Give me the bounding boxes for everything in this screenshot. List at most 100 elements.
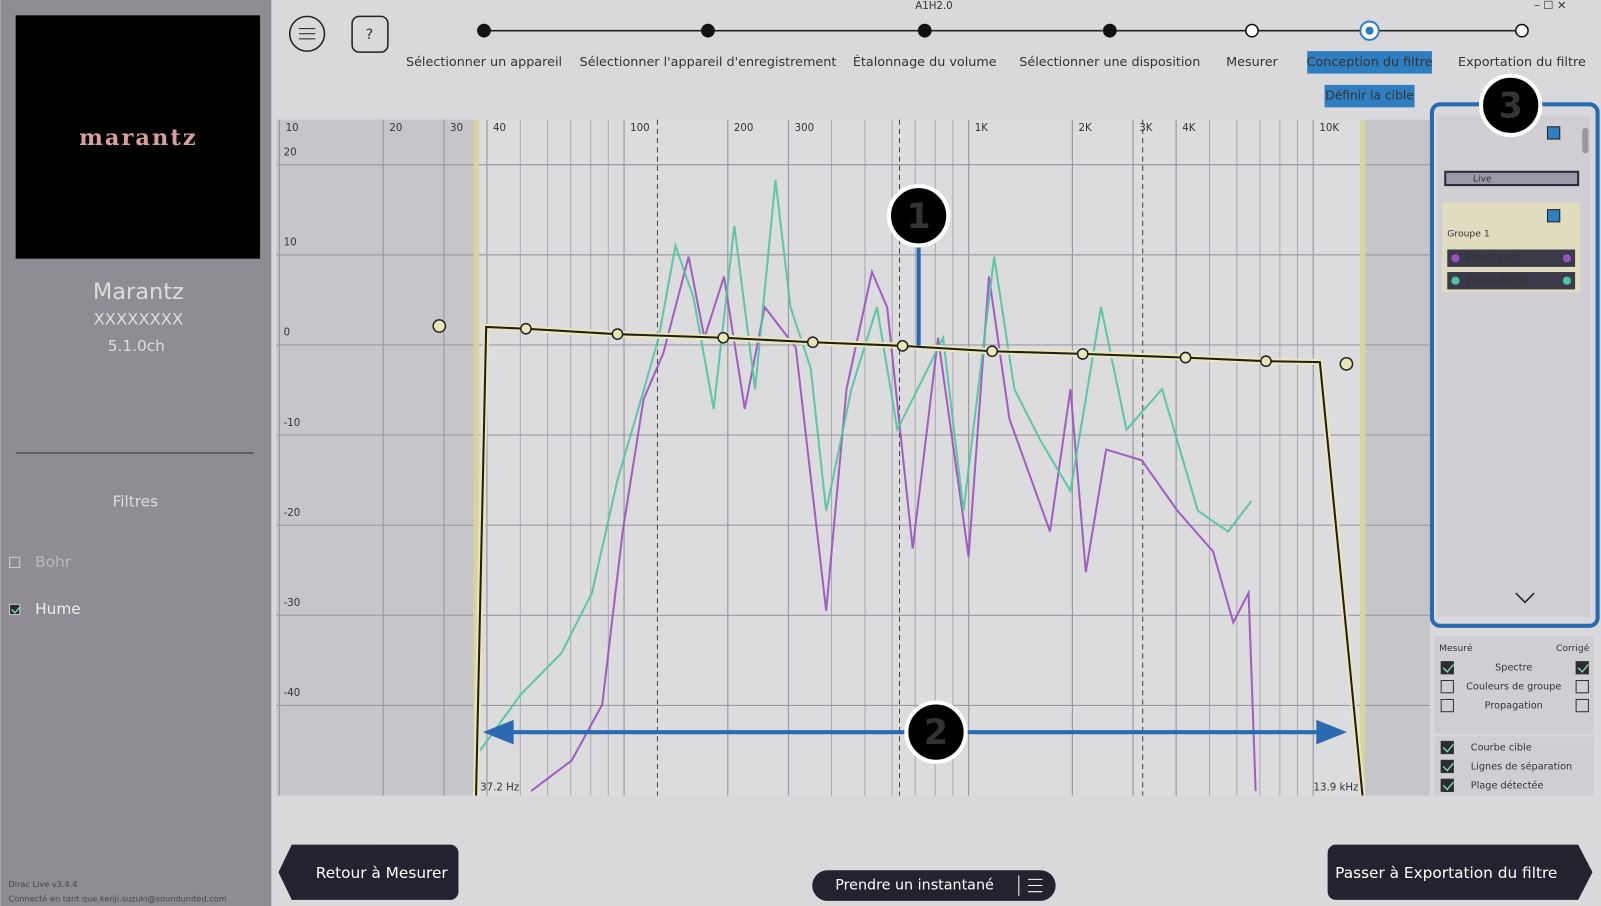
step-node-core — [1365, 26, 1374, 35]
step-node[interactable] — [1515, 23, 1529, 38]
checkbox[interactable] — [1440, 759, 1454, 774]
display-label: Courbe cible — [1471, 743, 1532, 754]
control-point[interactable] — [986, 345, 999, 358]
x-tick-label: 30 — [450, 123, 463, 134]
y-tick-label: 20 — [284, 147, 297, 158]
checkbox[interactable] — [1575, 680, 1589, 694]
y-tick-label: 0 — [284, 328, 291, 339]
checkbox[interactable] — [9, 603, 21, 616]
channel-dot — [1451, 254, 1460, 263]
step-node[interactable] — [1245, 23, 1259, 38]
device-serial: XXXXXXXX — [94, 310, 184, 329]
checkbox[interactable] — [1575, 661, 1589, 675]
live-label: Live — [1473, 173, 1492, 184]
callout-badge — [886, 184, 951, 248]
control-point[interactable] — [896, 339, 909, 352]
subtab[interactable] — [1324, 84, 1415, 108]
step-label[interactable]: Sélectionner une disposition — [1019, 55, 1200, 70]
control-point[interactable] — [806, 336, 819, 349]
x-tick-label: 4K — [1182, 123, 1196, 134]
control-point[interactable] — [1076, 348, 1089, 360]
window-controls[interactable]: – ☐ ✕ — [1534, 0, 1566, 12]
check-mark — [11, 606, 21, 614]
checkbox[interactable] — [1440, 778, 1454, 792]
checkbox[interactable] — [1575, 698, 1589, 713]
group-icon[interactable] — [1546, 209, 1561, 223]
filters-title: Filtres — [113, 493, 159, 511]
channel-label: Front Left — [1467, 252, 1521, 265]
channel-dot — [1562, 254, 1572, 263]
step-node[interactable] — [701, 23, 715, 38]
checkbox[interactable] — [9, 556, 21, 569]
step-label[interactable]: Sélectionner l'appareil d'enregistrement — [580, 55, 837, 70]
snapshot-list-icon[interactable] — [1018, 875, 1043, 896]
back-button[interactable] — [278, 844, 459, 900]
help-icon: ? — [366, 27, 374, 43]
expand-chevron[interactable] — [1515, 592, 1535, 604]
step-label[interactable]: Exportation du filtre — [1458, 55, 1586, 70]
out-of-range — [276, 119, 477, 796]
channel-row[interactable] — [1447, 272, 1576, 290]
channel-row[interactable] — [1447, 249, 1576, 267]
option-label: Propagation — [1485, 701, 1543, 712]
corrected-header: Corrigé — [1556, 643, 1590, 654]
measured-curve — [479, 179, 1253, 752]
options-box — [1433, 636, 1594, 735]
arrow-head — [482, 719, 514, 745]
y-tick-label: -10 — [284, 418, 301, 429]
snapshot-label: Prendre un instantané — [835, 878, 994, 894]
x-tick-label: 300 — [795, 123, 815, 134]
version: Dirac Live v3.4.4 — [9, 879, 78, 889]
y-tick-label: -40 — [284, 688, 301, 699]
display-label: Plage détectée — [1471, 779, 1544, 791]
step-label[interactable]: Sélectionner un appareil — [406, 55, 562, 70]
step-label[interactable]: Mesurer — [1226, 55, 1278, 70]
top-icon[interactable] — [1546, 126, 1561, 140]
help-button[interactable] — [351, 15, 389, 53]
control-point[interactable] — [611, 328, 624, 341]
control-point[interactable] — [520, 322, 532, 335]
plot-clip — [432, 179, 1366, 796]
target-handle[interactable] — [432, 319, 447, 333]
step-node[interactable] — [477, 23, 491, 38]
measured-curve — [530, 256, 1257, 792]
range-label: 13.9 kHz — [1313, 782, 1358, 793]
callout-number: 1 — [907, 197, 931, 237]
step-node[interactable] — [917, 23, 932, 38]
menu-button[interactable] — [288, 15, 326, 52]
checkbox[interactable] — [1440, 661, 1454, 675]
step-node[interactable] — [1102, 23, 1117, 38]
display-label: Lignes de séparation — [1471, 760, 1572, 772]
callout-number: 2 — [924, 713, 948, 753]
x-tick-label: 200 — [734, 123, 754, 134]
y-tick-label: -20 — [284, 508, 301, 519]
out-of-range — [1362, 119, 1430, 796]
filter-label[interactable]: Bohr — [35, 553, 72, 571]
logo-box — [15, 15, 261, 259]
x-tick-label: 3K — [1139, 123, 1153, 134]
control-point[interactable] — [717, 331, 730, 344]
step-label[interactable]: Étalonnage du volume — [853, 54, 997, 70]
callout-number: 3 — [1499, 86, 1523, 126]
channel-panel — [1437, 115, 1591, 617]
control-point[interactable] — [1179, 351, 1192, 364]
option-label: Couleurs de groupe — [1466, 682, 1561, 693]
snapshot-button[interactable] — [812, 870, 1056, 901]
sidebar: marantz Marantz XXXXXXXX 5.1.0ch Filtres… — [0, 0, 272, 906]
x-tick-label: 2K — [1079, 123, 1093, 134]
x-tick-label: 100 — [630, 123, 650, 134]
next-button[interactable] — [1327, 844, 1593, 900]
checkbox[interactable] — [1440, 740, 1454, 755]
filter-label[interactable]: Hume — [35, 600, 81, 618]
step-label[interactable]: Conception du filtre — [1307, 55, 1433, 70]
next-label: Passer à Exportation du filtre — [1335, 864, 1557, 882]
checkbox[interactable] — [1440, 698, 1454, 713]
target-handle[interactable] — [1339, 356, 1354, 371]
x-tick-label: 10K — [1319, 123, 1339, 134]
checkbox[interactable] — [1440, 680, 1454, 694]
scrollbar[interactable] — [1582, 127, 1589, 154]
control-point[interactable] — [1260, 355, 1272, 368]
channel-dot — [1562, 276, 1572, 285]
check-mark — [1577, 663, 1589, 673]
callout-badge — [1478, 73, 1543, 138]
